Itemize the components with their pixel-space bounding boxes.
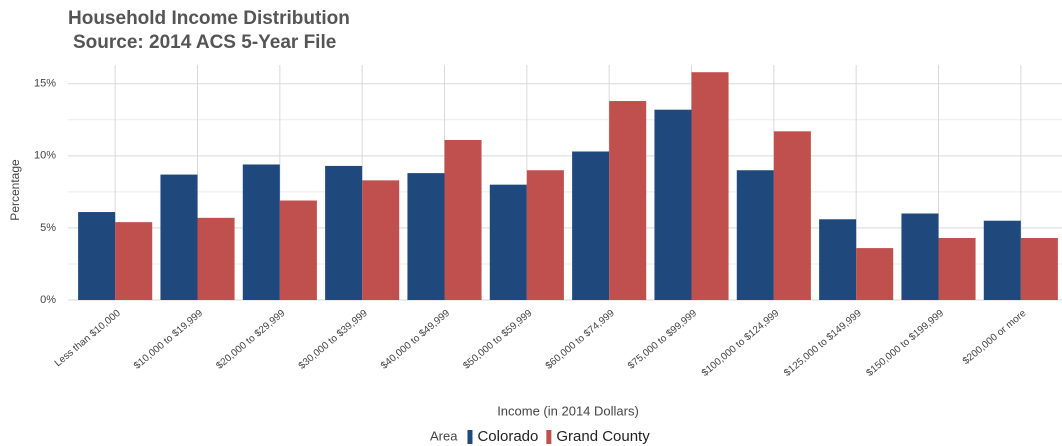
x-tick-label: $20,000 to $29,999 [214, 308, 287, 372]
x-tick-label: $150,000 to $199,999 [864, 308, 946, 379]
bar [526, 170, 564, 300]
x-tick-label: Less than $10,000 [53, 308, 123, 370]
legend-label: Grand County [556, 428, 650, 445]
y-tick-label: 15% [34, 78, 56, 90]
y-tick-label: 5% [40, 222, 56, 234]
y-axis-title: Percentage [8, 159, 22, 221]
chart-subtitle: Source: 2014 ACS 5-Year File [73, 32, 336, 53]
bar [197, 217, 235, 300]
bar [691, 72, 729, 300]
legend-label: Colorado [477, 428, 538, 445]
x-tick-label: $50,000 to $59,999 [461, 308, 534, 372]
x-tick-label: $60,000 to $74,999 [544, 308, 617, 372]
y-tick-label: 10% [34, 150, 56, 162]
legend-title: Area [430, 428, 458, 443]
bar [279, 200, 317, 300]
bar [325, 165, 363, 300]
bar [1020, 238, 1058, 300]
bar [819, 219, 857, 300]
bar [407, 173, 445, 300]
legend-swatch [546, 430, 552, 444]
bar [938, 238, 976, 300]
x-tick-label: $100,000 to $124,999 [700, 308, 782, 379]
x-tick-label: $200,000 or more [961, 308, 1029, 367]
x-tick-label: $40,000 to $49,999 [379, 308, 452, 372]
x-tick-label: $125,000 to $149,999 [782, 308, 864, 379]
bars [78, 72, 1058, 301]
bar [572, 151, 610, 300]
legend: Area Colorado Grand County [430, 428, 650, 445]
x-tick-label: $75,000 to $99,999 [626, 308, 699, 372]
bar [78, 212, 116, 300]
bar [654, 109, 692, 300]
bar [160, 174, 198, 300]
bar [983, 220, 1021, 300]
bar [444, 139, 482, 300]
x-tick-label: $30,000 to $39,999 [297, 308, 370, 372]
bar [736, 170, 774, 300]
bar [115, 222, 153, 300]
bar [242, 164, 280, 300]
bar [609, 101, 647, 301]
bar [362, 180, 400, 300]
chart-title: Household Income Distribution [68, 8, 350, 29]
x-axis-title: Income (in 2014 Dollars) [497, 403, 639, 418]
bar [489, 184, 527, 300]
legend-swatch [467, 430, 473, 444]
y-tick-label: 0% [40, 294, 56, 306]
bar [773, 131, 811, 300]
bar [856, 248, 894, 300]
bar [901, 213, 939, 300]
x-tick-label: $10,000 to $19,999 [132, 308, 205, 372]
